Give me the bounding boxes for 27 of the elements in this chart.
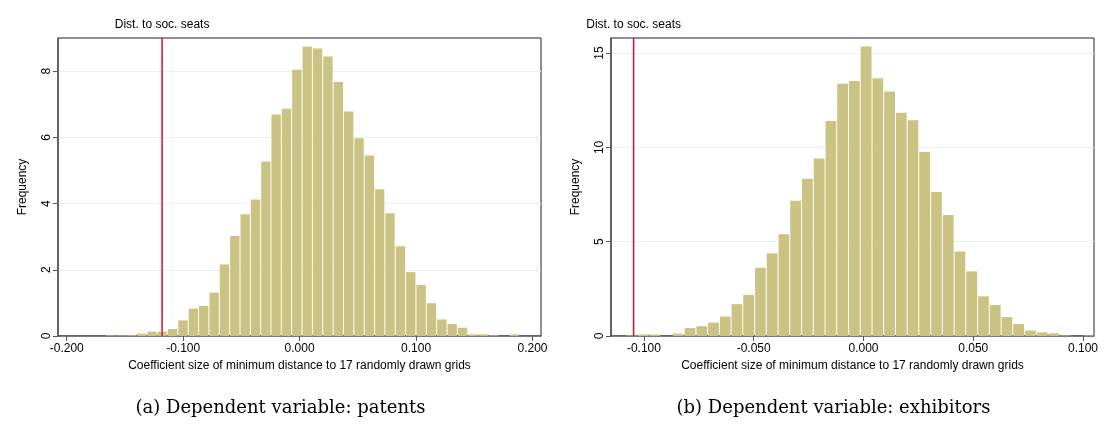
y-tick-label: 10 xyxy=(592,140,606,155)
y-axis-title: Frequency xyxy=(568,158,582,216)
x-tick-label: 0.050 xyxy=(958,341,989,355)
x-tick-label: -0.050 xyxy=(736,341,772,355)
x-axis-title: Coefficient size of minimum distance to 17 randomly drawn grids xyxy=(128,357,471,372)
ref-line-label: Dist. to soc. seats xyxy=(114,17,210,31)
x-tick-label: -0.100 xyxy=(166,341,201,355)
y-tick-label: 0 xyxy=(592,332,606,340)
y-tick-label: 6 xyxy=(39,133,53,141)
y-tick-label: 5 xyxy=(592,238,606,246)
x-tick-label: -0.200 xyxy=(49,341,85,355)
x-tick-label: -0.100 xyxy=(626,341,662,355)
x-axis-title: Coefficient size of minimum distance to 17 randomly drawn grids xyxy=(681,357,1024,372)
x-tick-label: 0.000 xyxy=(284,341,315,355)
x-tick-label: 0.100 xyxy=(1068,341,1099,355)
y-tick-label: 0 xyxy=(39,332,53,340)
y-tick-label: 8 xyxy=(39,67,53,75)
text: (b) Dependent variable: exhibitors xyxy=(676,396,991,417)
x-tick-label: 0.100 xyxy=(401,341,432,355)
ref-line-label: Dist. to soc. seats xyxy=(586,17,681,31)
y-axis-title: Frequency xyxy=(15,158,29,216)
y-tick-label: 4 xyxy=(39,199,53,207)
y-tick-label: 15 xyxy=(592,46,606,60)
x-tick-label: 0.000 xyxy=(848,341,879,355)
text: (a) Dependent variable: patents xyxy=(135,396,426,417)
y-tick-label: 2 xyxy=(39,266,53,274)
x-tick-label: 0.200 xyxy=(517,341,548,355)
